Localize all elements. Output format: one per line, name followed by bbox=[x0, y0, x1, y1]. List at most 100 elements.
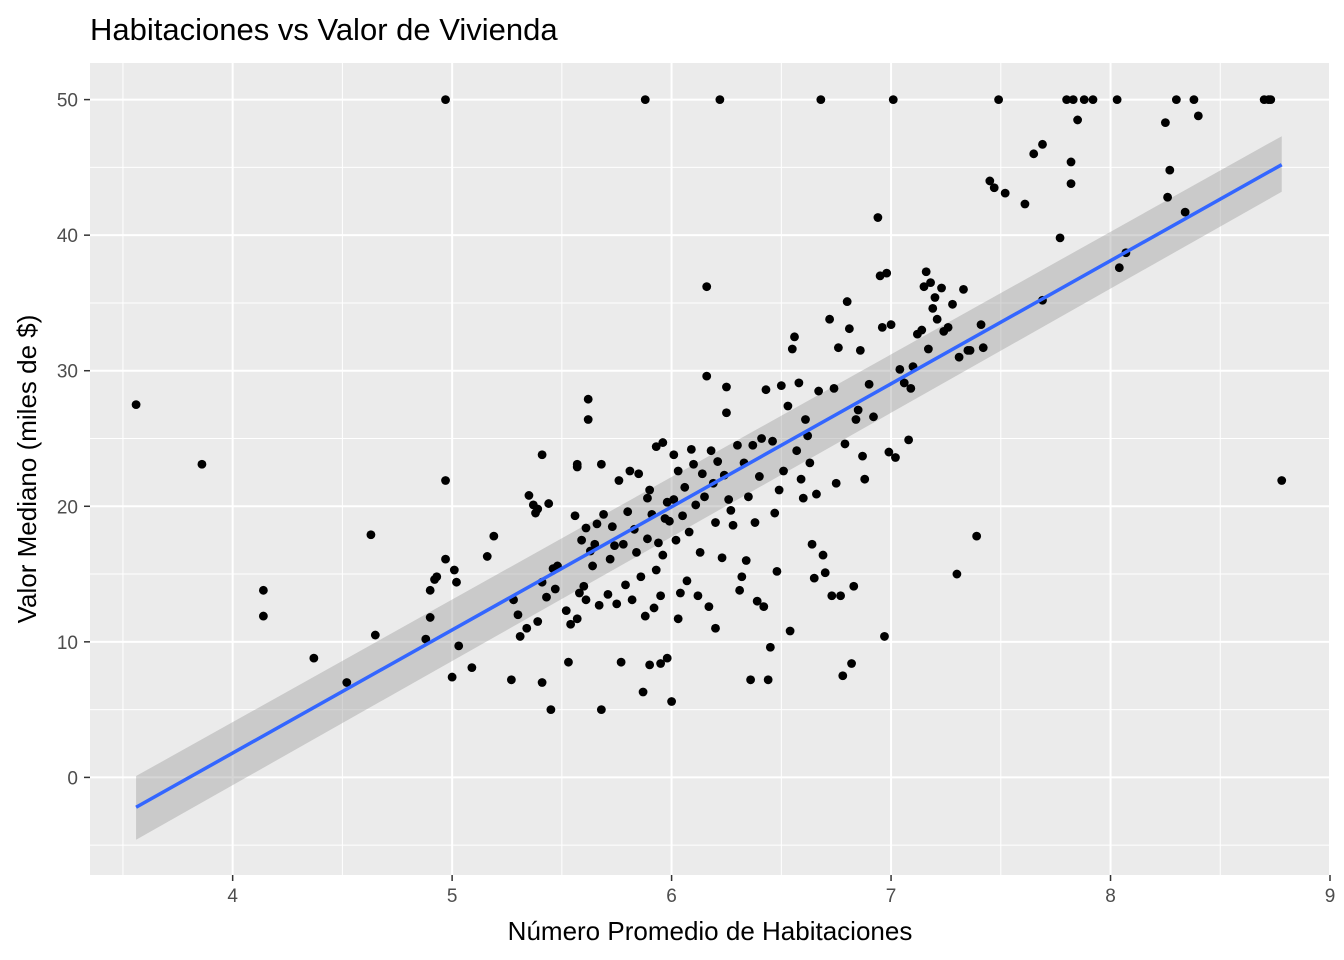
data-point bbox=[855, 345, 865, 355]
x-tick-label: 7 bbox=[886, 886, 897, 907]
data-point bbox=[954, 352, 964, 362]
data-point bbox=[258, 611, 268, 621]
data-point bbox=[506, 675, 516, 685]
data-point bbox=[1163, 192, 1172, 202]
data-point bbox=[342, 678, 352, 687]
data-point bbox=[513, 610, 523, 620]
data-point bbox=[625, 466, 635, 476]
data-point bbox=[542, 592, 551, 602]
data-point bbox=[972, 531, 982, 541]
data-point bbox=[579, 581, 589, 591]
data-point bbox=[583, 415, 593, 424]
data-point bbox=[917, 325, 927, 335]
confidence-band bbox=[136, 136, 1282, 840]
data-point bbox=[728, 520, 738, 530]
data-point bbox=[533, 617, 543, 626]
data-point bbox=[673, 614, 683, 624]
data-point bbox=[449, 565, 459, 575]
chart-title: Habitaciones vs Valor de Vivienda bbox=[90, 12, 558, 47]
y-tick-label: 10 bbox=[57, 633, 78, 654]
data-point bbox=[807, 539, 817, 549]
data-point bbox=[741, 556, 751, 565]
data-point bbox=[722, 382, 731, 392]
data-point bbox=[711, 623, 720, 633]
data-point bbox=[658, 438, 668, 447]
data-point bbox=[1079, 95, 1089, 105]
data-point bbox=[671, 535, 681, 545]
data-point bbox=[583, 394, 593, 404]
y-axis-ticks: 0 10 20 30 40 50 bbox=[57, 91, 90, 789]
data-point bbox=[724, 495, 734, 504]
data-point bbox=[1114, 263, 1124, 273]
data-point bbox=[1000, 188, 1010, 198]
data-point bbox=[441, 554, 450, 564]
data-point bbox=[930, 293, 940, 302]
data-point bbox=[645, 485, 655, 495]
data-point bbox=[759, 602, 769, 611]
data-point bbox=[928, 303, 938, 313]
data-point bbox=[919, 282, 929, 292]
data-point bbox=[544, 499, 554, 508]
data-point bbox=[737, 572, 747, 582]
data-point bbox=[790, 332, 799, 342]
data-point bbox=[722, 408, 731, 418]
data-point bbox=[757, 434, 766, 443]
data-point bbox=[612, 599, 622, 609]
data-point bbox=[575, 588, 584, 598]
data-point bbox=[765, 642, 775, 652]
data-point bbox=[309, 653, 319, 663]
data-point bbox=[590, 539, 600, 549]
data-point bbox=[877, 322, 887, 332]
data-point bbox=[697, 469, 707, 479]
data-point bbox=[638, 687, 648, 697]
data-point bbox=[1029, 149, 1039, 159]
data-point bbox=[833, 343, 843, 353]
data-point bbox=[432, 572, 442, 582]
x-tick-label: 5 bbox=[447, 886, 458, 907]
data-point bbox=[923, 344, 933, 354]
data-point bbox=[588, 561, 597, 571]
data-point bbox=[682, 576, 692, 586]
data-point bbox=[627, 595, 637, 605]
data-point bbox=[577, 535, 587, 545]
data-point bbox=[693, 591, 703, 601]
data-point bbox=[794, 378, 804, 388]
data-point bbox=[1020, 199, 1030, 209]
data-point bbox=[566, 619, 576, 629]
data-point bbox=[640, 611, 650, 621]
data-point bbox=[899, 378, 909, 388]
data-point bbox=[875, 271, 885, 281]
data-point bbox=[1066, 179, 1076, 189]
data-point bbox=[678, 511, 687, 521]
data-point bbox=[596, 459, 606, 469]
data-point bbox=[816, 95, 826, 105]
data-point bbox=[768, 436, 777, 446]
data-point bbox=[976, 320, 986, 330]
data-point bbox=[820, 568, 830, 578]
x-tick-label: 4 bbox=[227, 886, 238, 907]
data-point bbox=[818, 550, 828, 560]
data-point bbox=[581, 595, 591, 605]
data-point bbox=[840, 439, 850, 449]
data-point bbox=[564, 657, 573, 667]
data-points bbox=[131, 95, 1287, 715]
data-point bbox=[421, 634, 431, 644]
data-point bbox=[1088, 95, 1098, 105]
data-point bbox=[932, 314, 942, 324]
x-tick-label: 6 bbox=[666, 886, 677, 907]
data-point bbox=[792, 446, 802, 456]
data-point bbox=[994, 95, 1004, 105]
x-axis-ticks: 4 5 6 7 8 9 bbox=[227, 875, 1335, 907]
data-point bbox=[607, 522, 617, 532]
data-point bbox=[640, 95, 650, 105]
data-point bbox=[1193, 111, 1203, 121]
data-point bbox=[943, 322, 953, 332]
data-point bbox=[814, 386, 824, 396]
data-point bbox=[851, 415, 861, 424]
data-point bbox=[621, 580, 630, 590]
data-point bbox=[654, 538, 663, 548]
data-point bbox=[906, 383, 916, 393]
data-point bbox=[838, 671, 848, 681]
data-point bbox=[1266, 95, 1276, 105]
